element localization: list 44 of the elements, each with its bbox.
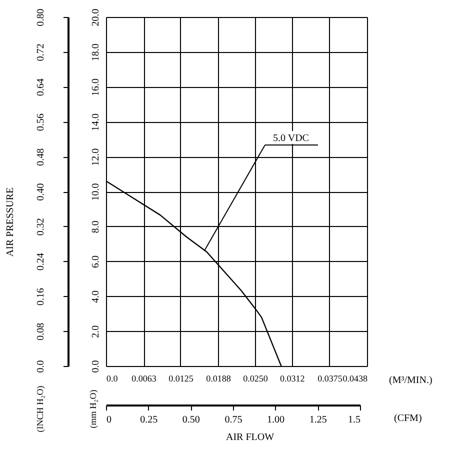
y-tick-label: 2.0 bbox=[90, 325, 102, 338]
x-tick-label: 0.0188 bbox=[206, 374, 232, 384]
x-tick-label: 0.0438 bbox=[342, 374, 368, 384]
x-tick-label: 0.0250 bbox=[243, 374, 268, 384]
y2-tick-label: 0.64 bbox=[36, 78, 46, 96]
y-tick-label: 4.0 bbox=[90, 290, 102, 303]
y-tick-label: 12.0 bbox=[90, 148, 102, 166]
x-tick-label: 0.0125 bbox=[168, 374, 194, 384]
y2-tick-label: 0.56 bbox=[36, 113, 46, 131]
x2-tick-label: 1.00 bbox=[267, 414, 285, 426]
text: AIR FLOW bbox=[226, 432, 275, 443]
y2-tick-label: 0.80 bbox=[36, 8, 46, 26]
x-tick-label: 0.0 bbox=[106, 374, 118, 384]
x2-tick-label: 0.25 bbox=[140, 414, 158, 426]
y-tick-label: 6.0 bbox=[90, 256, 102, 268]
y2-axis-title: (INCH H₂O) bbox=[35, 386, 45, 432]
y-tick-label: 8.0 bbox=[90, 220, 102, 234]
y2-tick-label: 0.48 bbox=[36, 148, 46, 166]
y-tick-label: 20.0 bbox=[90, 8, 102, 26]
y-axis-title: (mm H₂O) bbox=[88, 390, 98, 428]
x-tick-label: 0.0312 bbox=[280, 374, 305, 384]
x-tick-label: 0.0063 bbox=[132, 374, 157, 384]
x2-axis-title: (CFM) bbox=[394, 413, 422, 424]
y2-tick-label: 0.0 bbox=[36, 360, 46, 373]
y2-tick-label: 0.72 bbox=[36, 44, 46, 62]
y-tick-label: 14.0 bbox=[90, 113, 102, 131]
x2-tick-label: 0.75 bbox=[224, 414, 242, 426]
y-tick-label: 10.0 bbox=[90, 183, 102, 201]
y2-tick-label: 0.24 bbox=[36, 253, 46, 271]
text: AIR PRESSURE bbox=[5, 187, 16, 257]
annotation: 5.0 VDC bbox=[273, 133, 310, 144]
y2-tick-label: 0.08 bbox=[36, 322, 46, 340]
y-tick-label: 16.0 bbox=[90, 78, 102, 96]
y-tick-label: 0.0 bbox=[90, 360, 102, 373]
y2-tick-label: 0.40 bbox=[36, 183, 46, 201]
y-tick-label: 18.0 bbox=[90, 44, 102, 62]
x2-tick-label: 0.50 bbox=[182, 414, 200, 426]
y2-tick-label: 0.16 bbox=[36, 288, 46, 306]
y2-tick-label: 0.32 bbox=[36, 218, 46, 236]
x-axis-title: (M³/MIN.) bbox=[389, 375, 432, 386]
x-tick-label: 0.0375 bbox=[318, 374, 343, 384]
x2-tick-label: 1.5 bbox=[348, 414, 360, 426]
x2-tick-label: 1.25 bbox=[309, 414, 327, 426]
x2-tick-label: 0 bbox=[106, 414, 112, 426]
